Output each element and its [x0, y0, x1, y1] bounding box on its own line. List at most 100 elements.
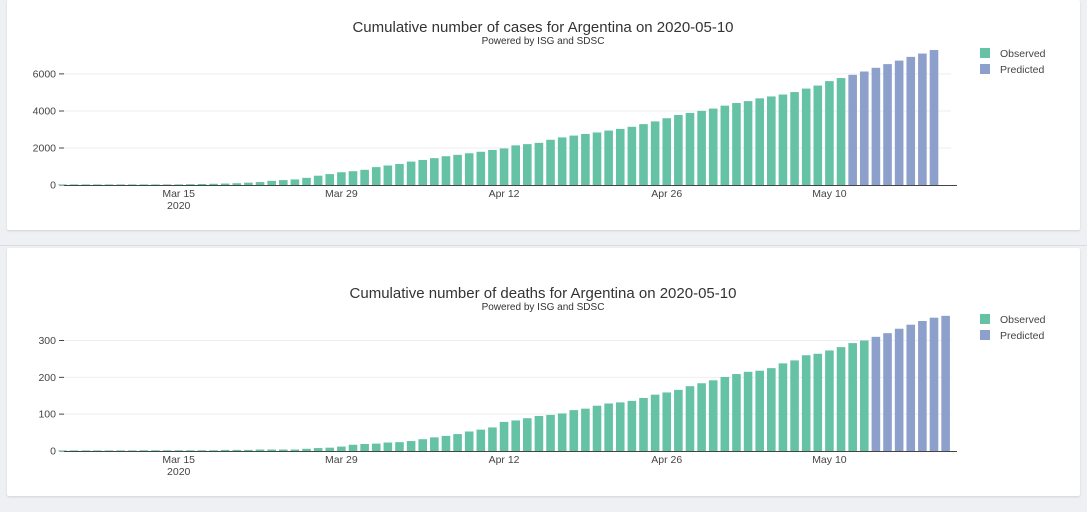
observed-bar [836, 347, 846, 451]
observed-bar [278, 180, 288, 185]
x-tick-label: May 10 [812, 188, 847, 200]
chart-subtitle: Powered by ISG and SDSC [482, 302, 605, 313]
observed-bar [406, 161, 416, 185]
x-tick-label: Mar 29 [325, 454, 358, 466]
observed-bar [197, 183, 207, 185]
observed-bar [162, 450, 172, 451]
y-tick-label: 6000 [33, 68, 57, 80]
y-tick-label: 4000 [33, 105, 57, 117]
observed-bar [511, 420, 520, 451]
observed-bar [278, 449, 288, 451]
observed-bar [348, 171, 358, 185]
observed-bar [674, 115, 683, 185]
observed-bar [592, 405, 602, 451]
observed-bar [557, 137, 567, 185]
x-tick-label: May 10 [812, 454, 847, 466]
observed-bar [708, 108, 718, 185]
observed-bar [290, 449, 300, 451]
observed-bar [615, 402, 625, 451]
predicted-bar [859, 71, 869, 185]
observed-bar [220, 449, 230, 451]
observed-bar [139, 184, 149, 185]
observed-bar [151, 450, 160, 451]
observed-bar [302, 448, 311, 451]
observed-bar [58, 184, 67, 185]
observed-bar [174, 184, 183, 185]
observed-bar [534, 416, 544, 451]
observed-bar [767, 96, 776, 185]
observed-bar [302, 177, 311, 185]
observed-bar [732, 103, 741, 185]
observed-bar [627, 126, 637, 185]
observed-bar [406, 441, 416, 451]
observed-bar [488, 427, 497, 451]
observed-bar [523, 144, 532, 185]
observed-bar [360, 444, 369, 451]
observed-bar [325, 447, 335, 451]
observed-bar [209, 183, 218, 185]
observed-bar [383, 442, 393, 451]
x-tick-year-label: 2020 [167, 466, 191, 478]
observed-bar [325, 174, 335, 185]
observed-bar [743, 371, 753, 451]
observed-bar [58, 450, 67, 451]
observed-bar [546, 139, 555, 185]
observed-bar [116, 450, 125, 451]
predicted-bar [918, 53, 927, 186]
observed-bar [627, 400, 637, 451]
observed-bar [801, 88, 811, 185]
y-tick-label: 200 [38, 372, 56, 384]
predicted-bar [906, 324, 916, 451]
observed-bar [825, 81, 834, 185]
observed-bar [383, 165, 393, 185]
observed-bar [418, 439, 428, 451]
observed-bar [790, 92, 799, 185]
legend-label-observed: Observed [1000, 314, 1046, 326]
observed-bar [859, 340, 869, 451]
x-tick-label: Apr 12 [489, 454, 520, 466]
observed-bar [81, 184, 91, 185]
predicted-bar [848, 74, 857, 185]
observed-bar [546, 414, 555, 451]
observed-bar [116, 184, 125, 185]
observed-bar [186, 450, 195, 451]
observed-bar [267, 180, 276, 185]
observed-bar [604, 403, 613, 451]
predicted-bar [929, 50, 939, 186]
observed-bar [162, 184, 172, 185]
observed-bar [441, 156, 451, 185]
legend-swatch-predicted [980, 64, 990, 74]
observed-bar [232, 449, 242, 451]
observed-bar [720, 105, 730, 185]
observed-bar [139, 450, 149, 451]
observed-bar [418, 159, 428, 185]
observed-bar [395, 164, 404, 185]
predicted-bar [871, 336, 881, 451]
predicted-bar [871, 67, 881, 185]
legend-label-predicted: Predicted [1000, 330, 1045, 342]
observed-bar [639, 397, 648, 451]
x-tick-label: Apr 26 [651, 188, 682, 200]
x-tick-label: Apr 12 [489, 188, 520, 200]
observed-bar [337, 172, 346, 185]
y-tick-label: 2000 [33, 142, 57, 154]
observed-bar [244, 449, 253, 451]
cases-chart-card: Cumulative number of cases for Argentina… [7, 0, 1080, 230]
predicted-bar [883, 333, 892, 451]
observed-bar [476, 151, 486, 185]
observed-bar [685, 112, 695, 185]
predicted-bar [941, 315, 950, 451]
y-tick-label: 0 [50, 446, 56, 458]
observed-bar [127, 450, 137, 451]
observed-bar [592, 132, 602, 185]
x-tick-label: Mar 29 [325, 188, 358, 200]
observed-bar [151, 184, 160, 185]
observed-bar [499, 421, 509, 451]
x-tick-label: Apr 26 [651, 454, 682, 466]
observed-bar [197, 450, 207, 451]
y-tick-label: 100 [38, 409, 56, 421]
observed-bar [488, 149, 497, 185]
legend-swatch-observed [980, 314, 990, 324]
predicted-bar [894, 60, 904, 185]
cases-chart: Cumulative number of cases for Argentina… [33, 19, 1046, 212]
